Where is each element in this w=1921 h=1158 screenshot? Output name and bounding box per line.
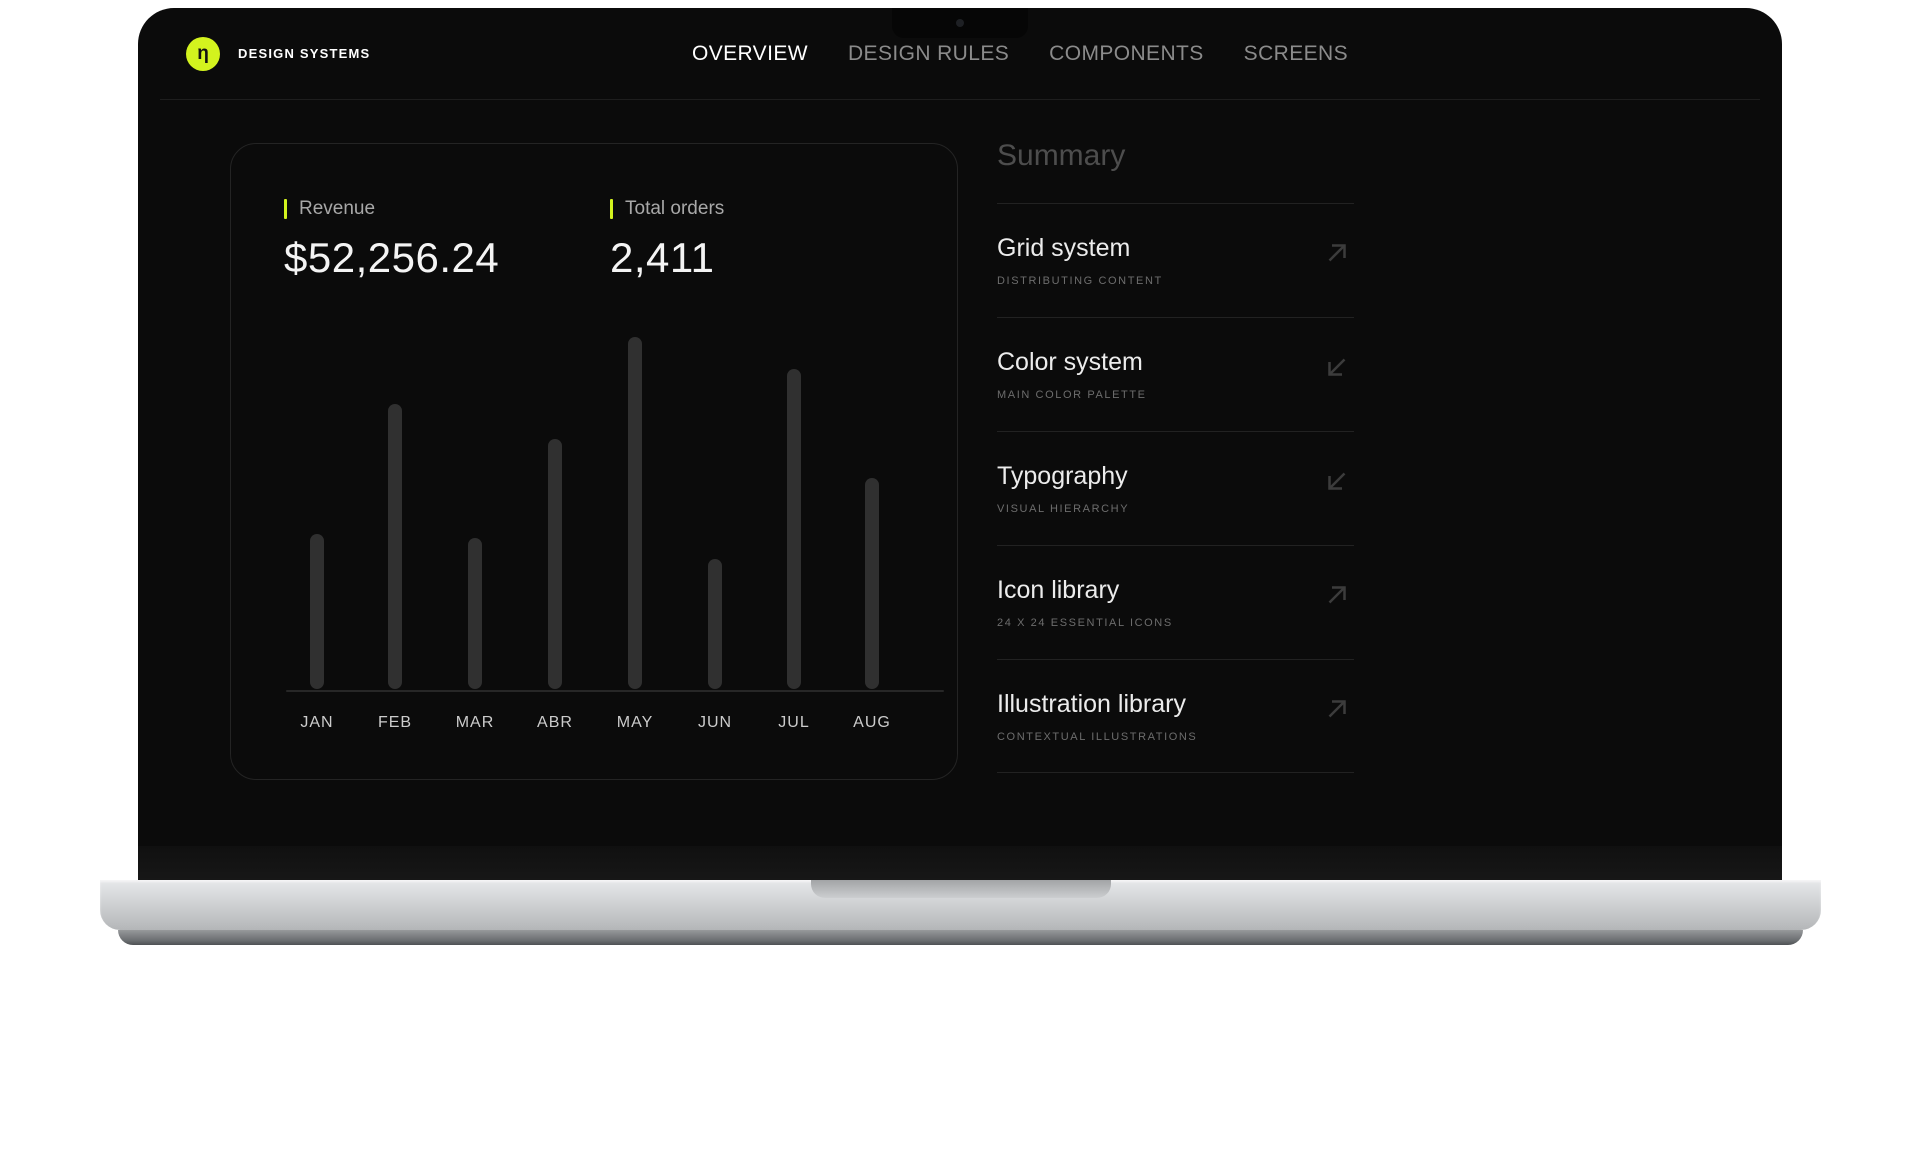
brand-name: DESIGN SYSTEMS (238, 46, 371, 61)
arrow-down-left-icon (1322, 352, 1352, 382)
nav-links: OVERVIEW DESIGN RULES COMPONENTS SCREENS (692, 42, 1348, 66)
summary-item-title: Icon library (997, 576, 1120, 604)
month-label: ABR (537, 714, 573, 731)
chart-baseline (286, 690, 944, 692)
revenue-stat: Revenue $52,256.24 (284, 198, 499, 282)
brand-logo-icon: η (186, 36, 220, 71)
month-label: MAY (616, 714, 654, 731)
screen-hinge (138, 846, 1782, 880)
chart-bar (865, 478, 879, 689)
laptop-screen: η DESIGN SYSTEMS OVERVIEW DESIGN RULES C… (138, 8, 1782, 880)
month-label: FEB (377, 714, 413, 731)
month-label: AUG (853, 714, 891, 731)
nav-item-overview[interactable]: OVERVIEW (691, 41, 808, 65)
nav-item-components[interactable]: COMPONENTS (1049, 41, 1204, 65)
month-label: JUN (697, 714, 733, 731)
summary-item-title: Illustration library (997, 690, 1186, 718)
summary-item-title: Grid system (997, 234, 1131, 262)
orders-stat: Total orders 2,411 (610, 198, 724, 282)
chart-bar (388, 404, 402, 689)
laptop-base (100, 880, 1821, 930)
summary-item-grid-system[interactable]: Grid system DISTRIBUTING CONTENT (997, 203, 1354, 317)
summary-panel: Summary Grid system DISTRIBUTING CONTENT… (997, 138, 1354, 773)
accent-tick (610, 199, 613, 219)
arrow-down-left-icon (1322, 466, 1352, 496)
overview-card: Revenue $52,256.24 Total orders 2,411 (230, 143, 958, 780)
nav-item-design-rules[interactable]: DESIGN RULES (847, 41, 1010, 65)
chart-bar (628, 337, 642, 689)
chart-bar (468, 538, 482, 689)
orders-value: 2,411 (610, 234, 715, 281)
month-label: MAR (455, 714, 495, 731)
arrow-up-right-icon (1322, 694, 1352, 724)
summary-item-icon-library[interactable]: Icon library 24 X 24 ESSENTIAL ICONS (997, 545, 1354, 659)
orders-label-row: Total orders (610, 198, 724, 220)
summary-item-color-system[interactable]: Color system MAIN COLOR PALETTE (997, 317, 1354, 431)
nav-item-screens[interactable]: SCREENS (1243, 41, 1348, 65)
revenue-label-row: Revenue (284, 198, 499, 220)
chart-bar (787, 369, 801, 689)
chart-bar (310, 534, 324, 689)
laptop-lid-notch (810, 880, 1111, 898)
summary-item-subtitle: DISTRIBUTING CONTENT (997, 274, 1163, 287)
arrow-up-right-icon (1322, 580, 1352, 610)
summary-item-illustration-library[interactable]: Illustration library CONTEXTUAL ILLUSTRA… (997, 659, 1354, 773)
camera-notch (892, 8, 1028, 38)
summary-item-subtitle: 24 X 24 ESSENTIAL ICONS (997, 616, 1173, 629)
month-label: JAN (300, 714, 334, 731)
summary-item-subtitle: VISUAL HIERARCHY (997, 502, 1130, 515)
summary-item-title: Color system (997, 348, 1143, 376)
camera-icon (956, 19, 964, 27)
summary-item-subtitle: CONTEXTUAL ILLUSTRATIONS (997, 730, 1198, 743)
revenue-value: $52,256.24 (284, 234, 500, 281)
accent-tick (284, 199, 287, 219)
orders-label: Total orders (625, 198, 725, 219)
month-label: JUL (778, 714, 810, 731)
summary-title: Summary (997, 139, 1126, 172)
chart-bar (708, 559, 722, 689)
summary-item-title: Typography (997, 462, 1128, 490)
laptop-base-edge (118, 930, 1803, 945)
summary-item-subtitle: MAIN COLOR PALETTE (997, 388, 1147, 401)
summary-item-typography[interactable]: Typography VISUAL HIERARCHY (997, 431, 1354, 545)
top-navigation: η DESIGN SYSTEMS OVERVIEW DESIGN RULES C… (160, 8, 1760, 100)
arrow-up-right-icon (1322, 238, 1352, 268)
revenue-label: Revenue (299, 198, 376, 219)
chart-bar (548, 439, 562, 689)
